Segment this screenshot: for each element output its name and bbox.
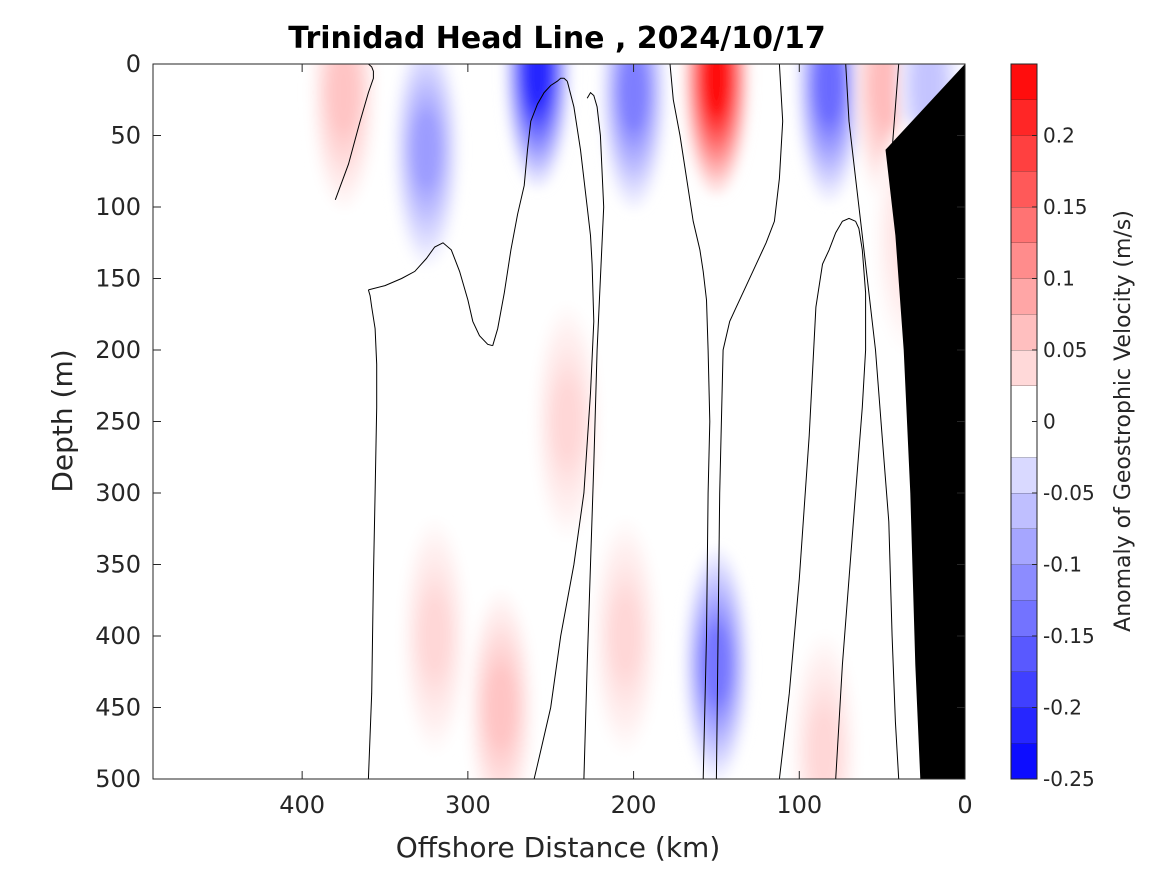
y-tick-label: 150 <box>95 265 141 293</box>
colorbar-segment <box>1011 493 1037 529</box>
field-blob <box>487 667 515 748</box>
chart-title: Trinidad Head Line , 2024/10/17 <box>288 21 825 56</box>
colorbar-title: Anomaly of Geostrophic Velocity (m/s) <box>1111 210 1136 632</box>
y-tick-label: 50 <box>110 122 141 150</box>
colorbar-segment <box>1011 314 1037 350</box>
zero-contour-line <box>835 221 867 779</box>
field-blob <box>702 64 731 119</box>
y-tick-label: 200 <box>95 336 141 364</box>
zero-contour-line <box>367 289 378 779</box>
zero-contour-line <box>368 242 493 347</box>
colorbar-segment <box>1011 171 1037 207</box>
x-axis-title: Offshore Distance (km) <box>396 831 721 864</box>
y-tick-label: 350 <box>95 551 141 579</box>
colorbar-tick-label: -0.15 <box>1043 624 1095 648</box>
colorbar-segment <box>1011 99 1037 136</box>
zero-contour-line <box>669 64 711 779</box>
colorbar-segment <box>1011 707 1037 744</box>
field-blob <box>871 64 900 126</box>
x-tick-label: 100 <box>776 791 822 819</box>
field-blob <box>553 381 581 462</box>
y-tick-label: 400 <box>95 622 141 650</box>
zero-contour-line <box>715 64 784 779</box>
colorbar-segment <box>1011 64 1037 100</box>
bathymetry-mask <box>885 64 965 779</box>
zero-contour-line <box>583 91 605 779</box>
field-blob <box>815 64 843 126</box>
colorbar: -0.25 -0.2 -0.15 -0.1 -0.05 0 0.05 0.1 0.15 0.2 <box>1010 63 1095 791</box>
field-blob <box>619 64 648 133</box>
field-blob <box>412 109 441 190</box>
field-blob <box>611 596 639 676</box>
colorbar-segment <box>1011 350 1037 386</box>
field-blob <box>421 596 449 676</box>
field-blob <box>702 624 731 705</box>
colorbar-segment <box>1011 135 1037 172</box>
colorbar-segment <box>1011 242 1037 279</box>
colorbar-segment <box>1011 457 1037 493</box>
y-axis-ticks: 0 50 100 150 200 250 300 350 400 450 500 <box>95 50 965 793</box>
y-tick-label: 0 <box>126 50 141 78</box>
colorbar-segment <box>1011 600 1037 636</box>
x-tick-label: 200 <box>611 791 657 819</box>
field-blob <box>329 64 358 133</box>
colorbar-tick-label: -0.25 <box>1043 767 1095 791</box>
x-tick-label: 300 <box>445 791 491 819</box>
y-tick-label: 300 <box>95 479 141 507</box>
colorbar-tick-label: 0.1 <box>1043 267 1075 291</box>
x-tick-label: 0 <box>957 791 972 819</box>
colorbar-tick-label: 0.15 <box>1043 195 1088 219</box>
colorbar-tick-label: 0 <box>1043 410 1056 434</box>
zero-contour-line <box>492 77 568 346</box>
colorbar-segment <box>1011 207 1037 243</box>
colorbar-tick-label: -0.05 <box>1043 481 1095 505</box>
bathymetry-wedge <box>885 64 965 779</box>
colorbar-tick-label: -0.2 <box>1043 696 1082 720</box>
zero-contour-line <box>778 217 856 779</box>
y-tick-label: 500 <box>95 765 141 793</box>
zero-contour-line <box>845 64 900 779</box>
colorbar-segment <box>1011 743 1037 779</box>
colorbar-tick-label: 0.05 <box>1043 338 1088 362</box>
zero-contour-line <box>334 64 374 200</box>
colorbar-segment <box>1011 564 1037 601</box>
colorbar-segment <box>1011 636 1037 672</box>
colorbar-segment <box>1011 528 1037 565</box>
field-blob <box>523 64 552 112</box>
zero-contour-line <box>533 81 595 779</box>
x-axis-ticks: 400 300 200 100 0 <box>279 64 973 819</box>
x-tick-label: 400 <box>279 791 325 819</box>
y-tick-label: 450 <box>95 694 141 722</box>
colorbar-tick-label: -0.1 <box>1043 553 1082 577</box>
y-tick-label: 250 <box>95 408 141 436</box>
colorbar-segment <box>1011 278 1037 315</box>
colorbar-segment <box>1011 671 1037 708</box>
field-blob <box>810 710 838 779</box>
y-axis-title: Depth (m) <box>46 349 79 492</box>
y-tick-label: 100 <box>95 193 141 221</box>
colorbar-tick-label: 0.2 <box>1043 124 1075 148</box>
